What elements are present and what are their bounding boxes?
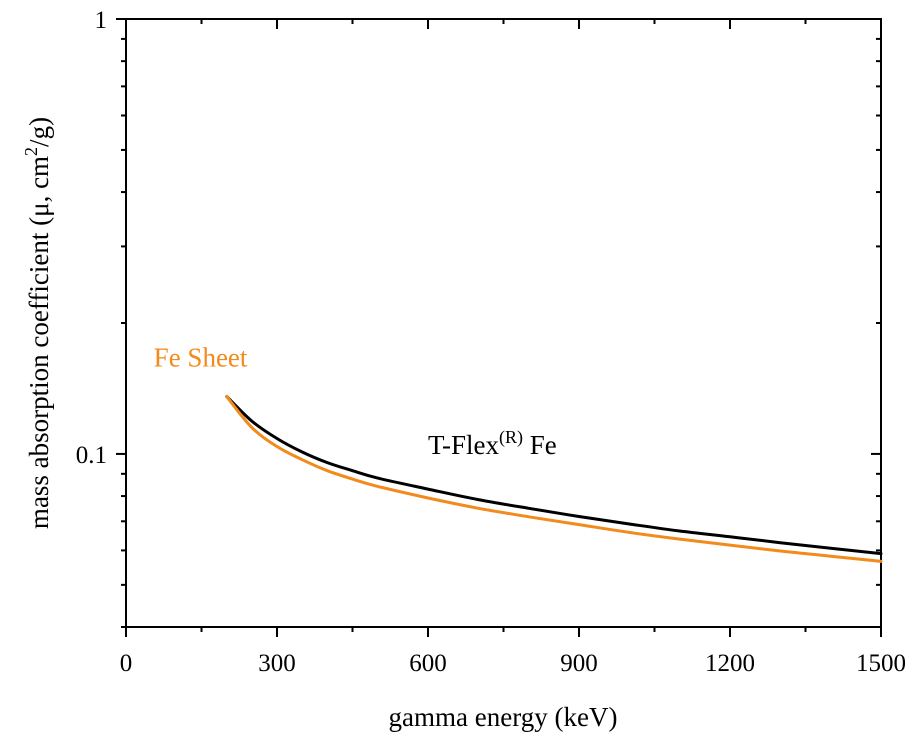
y-tick-label: 0.1 bbox=[76, 442, 107, 469]
y-axis-title-main: mass absorption coefficient (μ, cm bbox=[24, 156, 54, 529]
series-group bbox=[225, 395, 883, 563]
x-tick-label: 1200 bbox=[705, 650, 755, 677]
x-tick-label: 900 bbox=[560, 650, 598, 677]
series-line-1 bbox=[225, 395, 883, 563]
series-line-0 bbox=[225, 395, 883, 556]
y-tick-label: 1 bbox=[95, 7, 108, 34]
series-label-0: T-Flex(R) Fe bbox=[428, 427, 557, 460]
x-tick-label: 300 bbox=[258, 650, 296, 677]
y-axis-title: mass absorption coefficient (μ, cm2/g) bbox=[21, 117, 54, 529]
x-tick-label: 600 bbox=[409, 650, 447, 677]
y-axis-title-superscript: 2 bbox=[21, 147, 41, 156]
x-tick-label: 0 bbox=[120, 650, 133, 677]
axis-tick-labels: 0 300 600 900 1200 1500 0.1 1 bbox=[76, 7, 906, 677]
series-labels: T-Flex(R) Fe Fe Sheet bbox=[154, 342, 557, 460]
plot-frame bbox=[125, 18, 882, 628]
x-axis-title: gamma energy (keV) bbox=[389, 702, 618, 732]
y-axis-title-end: /g) bbox=[24, 117, 54, 147]
x-tick-label: 1500 bbox=[856, 650, 906, 677]
axis-ticks bbox=[116, 18, 882, 637]
series-label-1: Fe Sheet bbox=[154, 342, 248, 372]
